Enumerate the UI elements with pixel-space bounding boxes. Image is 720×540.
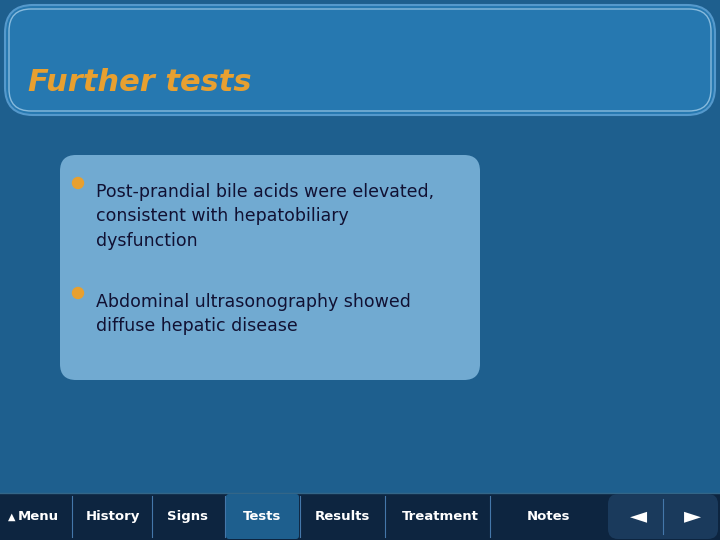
Text: Further tests: Further tests: [28, 68, 251, 97]
Text: Notes: Notes: [526, 510, 570, 523]
Text: Signs: Signs: [168, 510, 209, 523]
Text: Post-prandial bile acids were elevated,
consistent with hepatobiliary
dysfunctio: Post-prandial bile acids were elevated, …: [96, 183, 434, 249]
Text: Tests: Tests: [243, 510, 282, 523]
Text: Treatment: Treatment: [402, 510, 478, 523]
Text: Abdominal ultrasonography showed
diffuse hepatic disease: Abdominal ultrasonography showed diffuse…: [96, 293, 411, 335]
Text: ◄: ◄: [629, 507, 647, 526]
FancyBboxPatch shape: [226, 494, 299, 539]
Circle shape: [73, 287, 84, 299]
FancyBboxPatch shape: [5, 5, 715, 115]
Text: ▲: ▲: [8, 511, 16, 522]
Text: ►: ►: [685, 507, 701, 526]
Circle shape: [73, 178, 84, 188]
FancyBboxPatch shape: [608, 494, 718, 539]
FancyBboxPatch shape: [60, 155, 480, 380]
Text: Results: Results: [315, 510, 369, 523]
Text: Menu: Menu: [17, 510, 58, 523]
Text: History: History: [86, 510, 140, 523]
FancyBboxPatch shape: [0, 493, 720, 540]
